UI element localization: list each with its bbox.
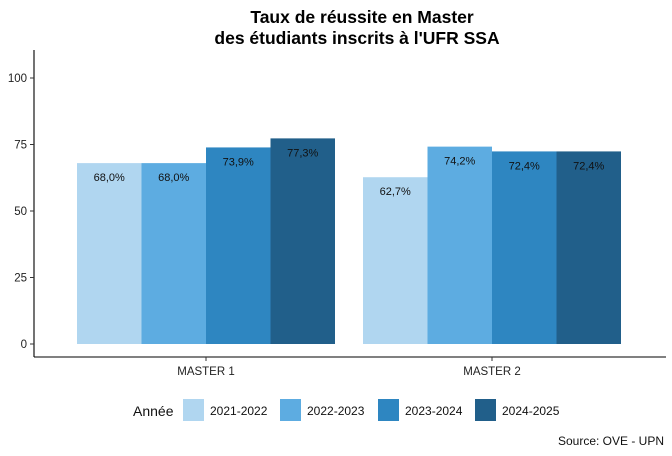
legend-swatch (183, 399, 204, 421)
bars (77, 138, 621, 344)
legend-title: Année (133, 403, 174, 419)
y-tick-label: 0 (21, 339, 27, 351)
bar-value-label: 72,4% (573, 160, 604, 172)
bar (77, 163, 142, 344)
y-tick-label: 75 (14, 140, 27, 152)
bar-value-label: 74,2% (444, 156, 475, 168)
x-tick-label: MASTER 1 (177, 366, 235, 378)
y-tick-label: 50 (14, 206, 27, 218)
source-caption: Source: OVE - UPN (558, 434, 664, 448)
bar-value-label: 68,0% (94, 172, 125, 184)
legend-label: 2023-2024 (405, 404, 463, 418)
legend-label: 2021-2022 (210, 404, 268, 418)
bar-value-label: 77,3% (287, 147, 318, 159)
legend-swatch (475, 399, 496, 421)
bar (363, 177, 428, 344)
legend-swatch (280, 399, 301, 421)
legend-label: 2024-2025 (502, 404, 560, 418)
x-tick-label: MASTER 2 (463, 366, 521, 378)
x-axis: MASTER 1 MASTER 2 (34, 356, 666, 378)
bar (427, 146, 492, 344)
bar-value-label: 62,7% (380, 186, 411, 198)
bar-value-label: 68,0% (158, 172, 189, 184)
legend-swatch (378, 399, 399, 421)
bar-value-label: 72,4% (509, 160, 540, 172)
chart-subtitle: des étudiants inscrits à l'UFR SSA (214, 28, 500, 48)
legend: Année 2021-2022 2022-2023 2023-2024 2024-20… (133, 399, 560, 421)
y-tick-label: 100 (8, 73, 27, 85)
chart-title: Taux de réussite en Master (250, 7, 474, 27)
bar (206, 147, 271, 344)
bar (270, 138, 335, 344)
y-axis: 0 25 50 75 100 (8, 50, 35, 357)
bar (556, 151, 621, 344)
y-tick-label: 25 (14, 273, 27, 285)
bar (141, 163, 206, 344)
bar-value-label: 73,9% (223, 156, 254, 168)
bar-labels: 68,0% 68,0% 73,9% 77,3% 62,7% 74,2% 72,4% 72,4% (94, 147, 605, 198)
legend-label: 2022-2023 (307, 404, 365, 418)
bar (492, 151, 557, 344)
